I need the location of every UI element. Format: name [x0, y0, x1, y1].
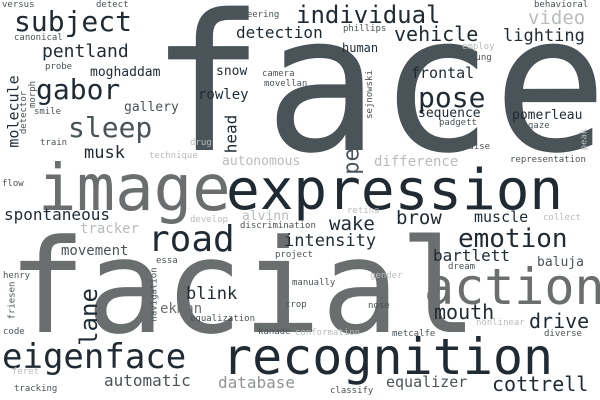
word-video: video [528, 7, 586, 29]
word-gallery: gallery [124, 100, 179, 115]
word-movement: movement [61, 243, 129, 259]
word-individual: individual [296, 1, 441, 29]
word-behavioral: behavioral [534, 0, 589, 10]
word-detection: detection [236, 23, 323, 42]
word-drug: drug [190, 138, 212, 148]
word-padgett: padgett [439, 118, 477, 128]
word-database: database [218, 373, 296, 392]
word-peak: peak [579, 128, 590, 151]
word-feret: feret [12, 367, 40, 377]
word-rowley: rowley [198, 87, 249, 103]
word-eigenface: eigenface [2, 337, 187, 377]
word-probe: probe [45, 62, 73, 72]
word-gaze: gaze [528, 121, 550, 131]
word-conformation: conformation [295, 328, 361, 338]
word-gabor: gabor [36, 73, 121, 106]
word-dream: dream [448, 262, 476, 272]
word-emotion: emotion [458, 224, 568, 254]
word-automatic: automatic [104, 371, 191, 390]
word-project: project [275, 250, 313, 260]
word-autonomous: autonomous [222, 154, 301, 169]
word-musk: musk [84, 143, 125, 163]
word-phillips: phillips [343, 24, 387, 34]
word-facial: facial [8, 211, 478, 363]
word-detect: detect [96, 0, 129, 10]
word-nonlinear: nonlinear [476, 318, 525, 328]
word-gender: gender [370, 271, 403, 281]
word-moghaddam: moghaddam [90, 65, 161, 80]
word-discrimination: discrimination [240, 221, 316, 231]
word-bartlett: bartlett [433, 246, 511, 265]
word-alvinn: alvinn [242, 209, 289, 224]
word-intensity: intensity [284, 231, 377, 251]
word-frontal: frontal [411, 64, 475, 82]
word-pentland: pentland [42, 41, 129, 62]
word-blink: blink [186, 284, 238, 304]
word-essa: essa [156, 256, 178, 266]
word-steering: steering [236, 10, 280, 20]
word-sequence: sequence [418, 106, 481, 121]
word-brow: brow [396, 207, 442, 229]
word-baluja: baluja [537, 255, 584, 270]
word-friesen: friesen [7, 281, 18, 320]
word-collect: collect [543, 213, 581, 223]
word-nose: nose [368, 301, 390, 311]
word-code: code [3, 327, 25, 337]
word-human: human [342, 41, 379, 55]
word-road: road [148, 219, 235, 260]
word-flow: flow [2, 179, 24, 189]
word-employ: employ [462, 42, 495, 52]
word-expression: expression [226, 158, 564, 223]
word-ekman: ekman [160, 301, 203, 317]
word-henry: henry [3, 271, 31, 281]
word-classify: classify [330, 386, 374, 396]
word-person: person [339, 95, 365, 175]
word-vehicle: vehicle [394, 22, 479, 46]
word-representation: representation [510, 155, 586, 165]
word-tracking: tracking [14, 384, 58, 394]
word-equalizer: equalizer [386, 373, 468, 391]
word-face: face [150, 0, 600, 195]
word-lane: lane [74, 288, 103, 346]
word-versus: versus [2, 0, 35, 10]
word-lighting: lighting [503, 26, 585, 46]
word-sung: sung [470, 53, 492, 63]
word-recognition: recognition [222, 328, 554, 386]
word-drive: drive [529, 309, 590, 333]
word-navigation: navigation [149, 267, 160, 322]
word-manually: manually [292, 278, 336, 288]
word-cottrell: cottrell [492, 372, 589, 396]
word-mouth: mouth [434, 300, 495, 324]
word-muscle: muscle [474, 208, 529, 226]
word-diverse: diverse [544, 329, 582, 339]
word-head: head [221, 114, 241, 154]
word-sleep: sleep [68, 111, 153, 144]
word-retina: retina [347, 206, 380, 216]
word-crop: crop [285, 300, 307, 310]
word-sejnowski: sejnowski [364, 70, 375, 119]
word-metcalfe: metcalfe [392, 329, 436, 339]
word-train: train [40, 138, 68, 148]
word-pomerleau: pomerleau [512, 108, 583, 123]
word-pose: pose [418, 81, 486, 114]
word-image: image [38, 152, 231, 226]
word-develop: develop [190, 215, 228, 225]
word-spontaneous: spontaneous [4, 205, 110, 224]
word-kanade: kanade [258, 327, 291, 337]
word-raise: raise [463, 142, 491, 152]
word-equalization: equalization [190, 314, 256, 324]
word-difference: difference [374, 154, 459, 170]
word-canonical: canonical [14, 33, 63, 43]
word-smile: smile [34, 107, 62, 117]
word-action: action [424, 258, 600, 316]
word-technique: technique [149, 151, 198, 161]
word-camera: camera [262, 69, 295, 79]
word-tracker: tracker [80, 221, 140, 237]
word-movellan: movellan [264, 79, 308, 89]
word-snow: snow [216, 64, 248, 79]
word-wake: wake [329, 213, 375, 235]
word-morph: morph [28, 80, 39, 109]
word-subject: subject [14, 5, 133, 38]
